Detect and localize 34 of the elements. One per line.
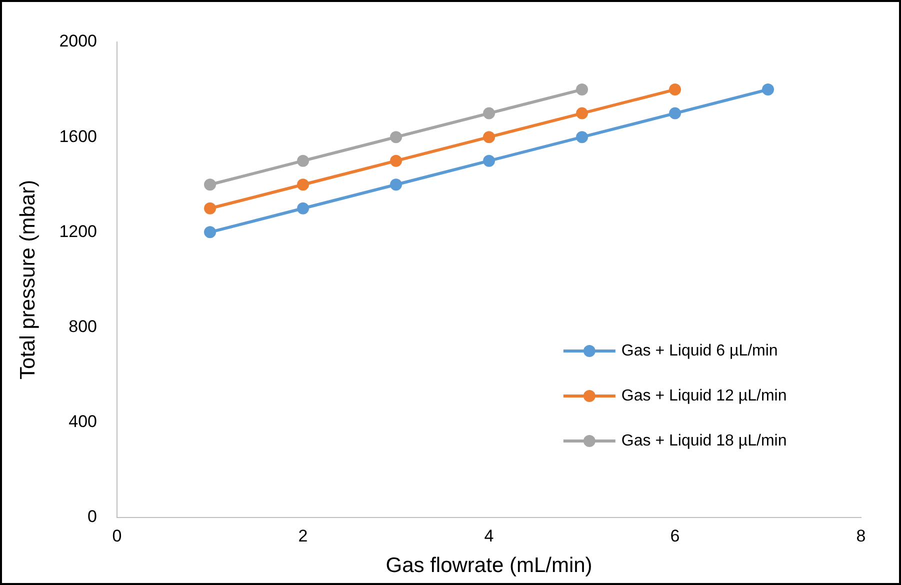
legend-label: Gas + Liquid 12 µL/min [621,387,787,404]
x-tick-label: 6 [670,526,680,546]
y-axis-title: Total pressure (mbar) [16,180,40,380]
y-tick-label: 2000 [59,32,98,51]
y-tick-label: 0 [88,507,98,526]
x-tick-label: 8 [856,526,866,546]
point [204,202,216,214]
point [483,154,496,167]
point [390,178,402,191]
point [297,154,310,167]
y-tick-label: 400 [68,412,98,432]
y-tick-label: 1200 [59,222,98,241]
point [390,154,402,167]
point [669,84,682,96]
point [483,131,496,144]
y-tick-label: 1600 [59,126,98,146]
point [390,131,402,144]
legend-label: Gas + Liquid 18 µL/min [621,432,787,450]
point [762,84,774,96]
x-tick-label: 0 [112,526,122,546]
y-tick-label: 800 [68,316,98,336]
legend-label: Gas + Liquid 6 µL/min [621,342,778,360]
point [669,107,682,120]
point [576,131,588,144]
point [483,107,496,120]
x-tick-label: 2 [298,526,308,546]
point [297,178,310,191]
point [297,202,310,214]
x-tick-label: 4 [484,526,494,546]
point [576,107,588,120]
x-axis-title: Gas flowrate (mL/min) [386,554,592,578]
point [204,226,216,238]
point [204,178,216,191]
point [576,84,588,96]
